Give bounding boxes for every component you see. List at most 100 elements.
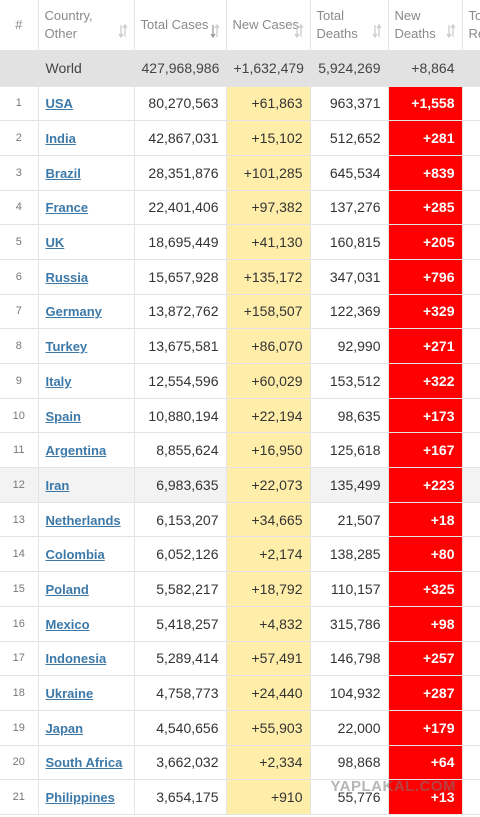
country-link[interactable]: Mexico (45, 616, 90, 632)
total-deaths: 125,618 (310, 432, 389, 469)
new-deaths: +839 (388, 155, 463, 191)
country-link[interactable]: Argentina (45, 443, 107, 459)
column-header[interactable]: Total Cases (134, 0, 227, 51)
total-cases: 42,867,031 (134, 120, 227, 156)
country-row: 8 Turkey 13,675,581 +86,070 92,990 +271 (0, 328, 480, 364)
country-link[interactable]: Germany (45, 304, 102, 320)
country-link[interactable]: USA (45, 96, 73, 112)
country-cell: Germany (38, 294, 135, 330)
country-cell: Japan (38, 710, 135, 746)
new-deaths: +271 (388, 328, 463, 364)
header-label: New Deaths (394, 7, 436, 41)
column-header[interactable]: Total Deaths (310, 0, 389, 51)
cut-cell (462, 467, 480, 503)
total-deaths: 98,635 (310, 398, 389, 434)
country-link[interactable]: India (45, 131, 76, 147)
world-cell: 5,924,269 (310, 50, 389, 87)
row-index: 18 (0, 675, 39, 711)
row-index: 17 (0, 641, 39, 677)
country-link[interactable]: Netherlands (45, 512, 121, 528)
row-index: 19 (0, 710, 39, 746)
country-cell: Poland (38, 571, 135, 607)
country-link[interactable]: South Africa (45, 755, 123, 771)
country-link[interactable]: Colombia (45, 547, 105, 563)
sort-icon[interactable] (209, 24, 220, 38)
country-cell: Indonesia (38, 641, 135, 677)
country-link[interactable]: Spain (45, 408, 81, 424)
country-link[interactable]: Italy (45, 373, 72, 389)
sort-icon[interactable] (117, 24, 128, 38)
new-cases: +34,665 (226, 502, 311, 538)
country-cell: Turkey (38, 328, 135, 364)
column-header[interactable]: To Re (462, 0, 480, 51)
country-link[interactable]: Japan (45, 720, 84, 736)
country-row: 14 Colombia 6,052,126 +2,174 138,285 +80 (0, 536, 480, 573)
new-deaths: +285 (388, 190, 463, 226)
new-deaths: +1,558 (388, 86, 463, 122)
country-link[interactable]: Indonesia (45, 651, 107, 667)
header-label: Total Deaths (316, 7, 358, 41)
column-header[interactable]: New Deaths (388, 0, 463, 51)
cut-cell (462, 745, 480, 781)
header-label: Total Cases (140, 16, 209, 32)
country-link[interactable]: UK (45, 235, 65, 251)
header-label: # (15, 16, 23, 32)
row-index: 1 (0, 86, 39, 122)
country-row: 19 Japan 4,540,656 +55,903 22,000 +179 (0, 710, 480, 746)
total-cases: 12,554,596 (134, 363, 227, 399)
country-link[interactable]: Ukraine (45, 686, 94, 702)
new-cases: +24,440 (226, 675, 311, 711)
cut-cell (462, 294, 480, 330)
new-cases: +15,102 (226, 120, 311, 156)
new-deaths: +80 (388, 536, 463, 573)
new-cases: +18,792 (226, 571, 311, 607)
country-row: 6 Russia 15,657,928 +135,172 347,031 +796 (0, 259, 480, 295)
cut-cell (462, 120, 480, 156)
new-cases: +2,174 (226, 536, 311, 573)
row-index: 5 (0, 224, 39, 260)
cut-cell (462, 432, 480, 469)
new-deaths: +205 (388, 224, 463, 260)
new-deaths: +173 (388, 398, 463, 434)
new-cases: +910 (226, 779, 311, 815)
new-cases: +55,903 (226, 710, 311, 746)
country-link[interactable]: Turkey (45, 339, 88, 355)
total-cases: 13,675,581 (134, 328, 227, 364)
country-cell: Philippines (38, 779, 135, 815)
country-link[interactable]: Philippines (45, 790, 115, 806)
world-cell: +8,864 (388, 50, 463, 87)
country-row: 7 Germany 13,872,762 +158,507 122,369 +329 (0, 294, 480, 330)
total-deaths: 645,534 (310, 155, 389, 191)
country-link[interactable]: France (45, 200, 89, 216)
country-link[interactable]: Iran (45, 477, 70, 493)
total-cases: 3,662,032 (134, 745, 227, 781)
country-link[interactable]: Poland (45, 581, 89, 597)
column-header[interactable]: New Cases (226, 0, 311, 51)
country-link[interactable]: Russia (45, 269, 89, 285)
country-link[interactable]: Brazil (45, 165, 81, 181)
country-row: 9 Italy 12,554,596 +60,029 153,512 +322 (0, 363, 480, 399)
country-cell: Brazil (38, 155, 135, 191)
country-cell: Colombia (38, 536, 135, 573)
total-cases: 3,654,175 (134, 779, 227, 815)
row-index: 12 (0, 467, 39, 503)
row-index: 3 (0, 155, 39, 191)
sort-icon[interactable] (293, 24, 304, 38)
new-deaths: +223 (388, 467, 463, 503)
country-row: 5 UK 18,695,449 +41,130 160,815 +205 (0, 224, 480, 260)
row-index: 15 (0, 571, 39, 607)
new-cases: +86,070 (226, 328, 311, 364)
sort-icon[interactable] (371, 24, 382, 38)
table-body: World 427,968,986 +1,632,479 5,924,269 +8,86… (0, 50, 480, 815)
country-cell: France (38, 190, 135, 226)
total-cases: 4,540,656 (134, 710, 227, 746)
cut-cell (462, 606, 480, 642)
country-cell: Spain (38, 398, 135, 434)
column-header[interactable]: Country, Other (38, 0, 135, 51)
cut-cell (462, 50, 480, 87)
header-row: # Country, Other Total Cases New Cases Total… (0, 0, 480, 51)
total-deaths: 21,507 (310, 502, 389, 538)
total-deaths: 92,990 (310, 328, 389, 364)
sort-icon[interactable] (445, 24, 456, 38)
